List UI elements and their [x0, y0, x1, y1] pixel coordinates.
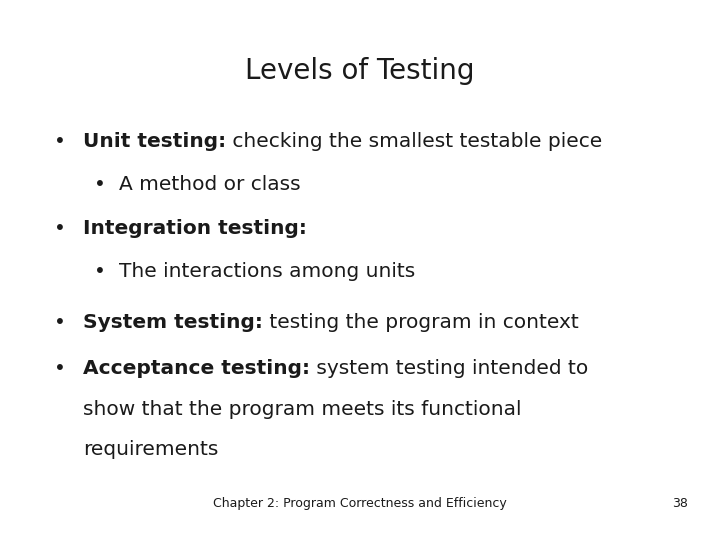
Text: •: •	[54, 359, 66, 378]
Text: Chapter 2: Program Correctness and Efficiency: Chapter 2: Program Correctness and Effic…	[213, 497, 507, 510]
Text: Acceptance testing:: Acceptance testing:	[83, 359, 310, 378]
Text: •: •	[54, 219, 66, 238]
Text: 38: 38	[672, 497, 688, 510]
Text: •: •	[94, 176, 105, 194]
Text: A method or class: A method or class	[119, 176, 300, 194]
Text: Integration testing:: Integration testing:	[83, 219, 307, 238]
Text: •: •	[54, 132, 66, 151]
Text: show that the program meets its functional: show that the program meets its function…	[83, 400, 521, 419]
Text: The interactions among units: The interactions among units	[119, 262, 415, 281]
Text: •: •	[54, 313, 66, 332]
Text: Levels of Testing: Levels of Testing	[246, 57, 474, 85]
Text: system testing intended to: system testing intended to	[310, 359, 588, 378]
Text: Unit testing:: Unit testing:	[83, 132, 226, 151]
Text: requirements: requirements	[83, 440, 218, 459]
Text: System testing:: System testing:	[83, 313, 263, 332]
Text: •: •	[94, 262, 105, 281]
Text: checking the smallest testable piece: checking the smallest testable piece	[226, 132, 602, 151]
Text: testing the program in context: testing the program in context	[263, 313, 578, 332]
